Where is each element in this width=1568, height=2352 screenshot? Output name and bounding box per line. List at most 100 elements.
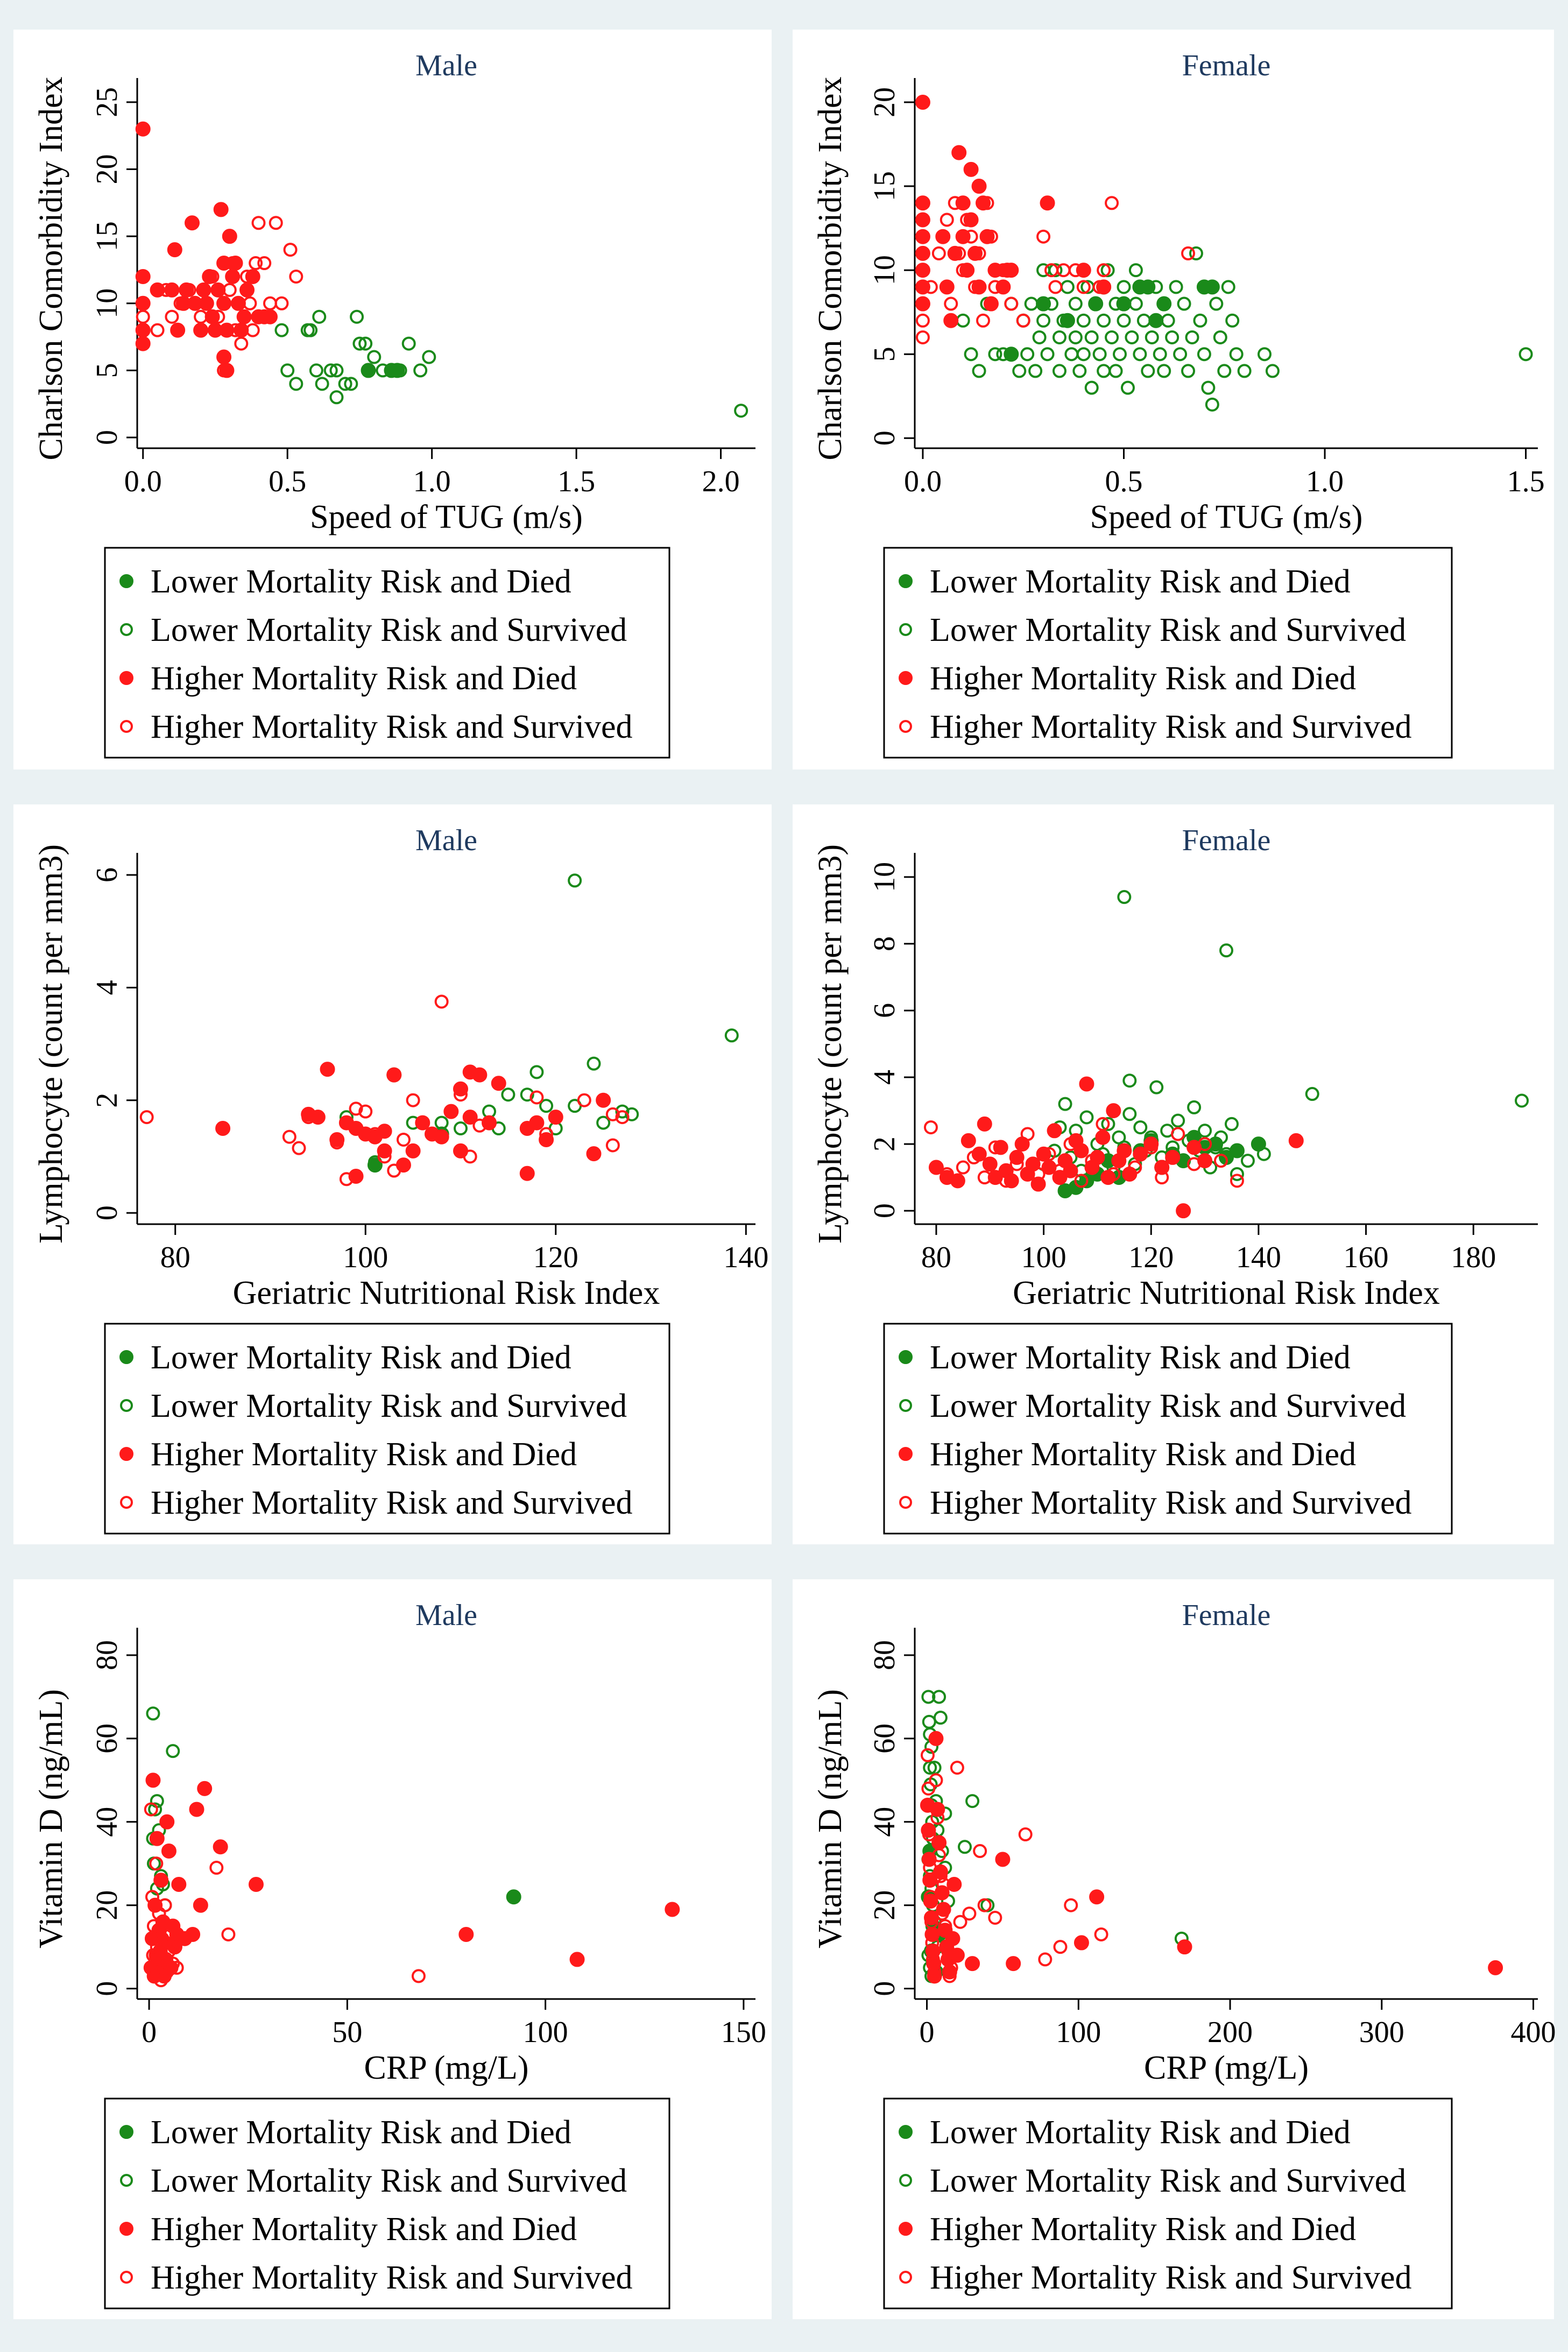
crp_female-data-point [1488, 1960, 1503, 1975]
crp_female-panel: Female 0 100 200 300 400 0 20 40 60 80 CRP (mg/L) Vi… [793, 1579, 1556, 2319]
tug_male-data-point [182, 282, 196, 297]
gnri_female-data-point [1187, 1100, 1202, 1114]
gnri_male-y-tick-label: 6 [90, 867, 124, 882]
crp_male-x-tick-label: 100 [523, 2016, 568, 2049]
crp_male-legend-marker [119, 2222, 133, 2236]
tug_female-data-point [968, 280, 983, 294]
gnri_female-y-tick-label: 8 [868, 936, 901, 951]
tug_female-data-point [963, 161, 979, 177]
tug_male-data-point [358, 336, 373, 351]
tug_male-data-point [135, 121, 151, 137]
crp_male-data-point [145, 1772, 161, 1788]
tug_female-data-point [1197, 347, 1211, 362]
tug_male-data-point [315, 377, 329, 391]
tug_male-data-point [393, 363, 407, 378]
gnri_female-data-point [1198, 1124, 1212, 1138]
gnri_female-data-point [1058, 1097, 1072, 1111]
gnri_male-data-point [320, 1062, 335, 1077]
gnri_female-data-point [1096, 1117, 1110, 1131]
tug_female-x-tick-label: 1.0 [1306, 465, 1344, 498]
crp_female-title: Female [1182, 1599, 1271, 1632]
tug_female-legend-box [883, 547, 1453, 759]
gnri_male-data-point [615, 1110, 630, 1125]
gnri_male-data-point [425, 1127, 439, 1141]
tug_male-data-point [165, 309, 179, 324]
tug_male-legend-label: Lower Mortality Risk and Died [151, 563, 571, 600]
crp_female-data-point [935, 1906, 949, 1921]
gnri_male-legend-label: Lower Mortality Risk and Survived [151, 1388, 627, 1424]
tug_male-data-point [240, 269, 255, 284]
tug_female-data-point [1089, 296, 1103, 311]
gnri_male-y-axis-label: Lymphocyte (count per mm3) [33, 844, 69, 1244]
tug_female-data-point [1076, 313, 1091, 328]
crp_male-data-point [158, 1898, 172, 1912]
crp_female-data-point [1006, 1956, 1021, 1972]
tug_female-y-axis-label: Charlson Comorbidity Index [812, 77, 849, 461]
tug_male-data-point [222, 229, 237, 244]
tug_female-data-point [971, 179, 987, 194]
tug_female-data-point [1225, 313, 1240, 328]
tug_male-series-3 [136, 216, 303, 378]
gnri_female-data-point [923, 1120, 938, 1135]
crp_female-data-point [923, 1861, 937, 1875]
gnri_female-data-point [950, 1173, 965, 1189]
gnri_male-data-point [454, 1087, 468, 1102]
gnri_female-x-tick-label: 140 [1236, 1241, 1281, 1274]
gnri_female-data-point [999, 1174, 1013, 1188]
gnri_male-data-point [292, 1141, 306, 1155]
crp_female-data-point [923, 1890, 938, 1904]
gnri_male-data-point [491, 1076, 506, 1091]
tug_female-data-point [1204, 279, 1220, 295]
tug_female-data-point [1169, 280, 1183, 294]
gnri_female-data-point [1079, 1076, 1094, 1092]
tug_male-data-point [234, 336, 249, 351]
gnri_female-x-tick-label: 100 [1021, 1241, 1066, 1274]
gnri_female-data-point [1063, 1163, 1078, 1178]
tug_female-x-tick-label: 0.5 [1105, 465, 1142, 498]
gnri_female-data-point [1122, 1107, 1137, 1121]
gnri_male-data-point [615, 1104, 630, 1119]
tug_male-data-point [239, 282, 255, 298]
crp_male-data-point [193, 1897, 208, 1913]
tug_female-data-point [1133, 347, 1147, 362]
tug_male-legend-label: Higher Mortality Risk and Survived [151, 709, 632, 745]
gnri_female-data-point [1165, 1149, 1181, 1165]
crp_female-data-point [1094, 1927, 1108, 1941]
gnri_female-data-point [928, 1160, 944, 1175]
tug_female-data-point [1076, 347, 1091, 362]
gnri_female-data-point [1198, 1137, 1212, 1152]
tug_male-data-point [283, 243, 298, 257]
tug_female-data-point [1036, 313, 1051, 328]
gnri_male-data-point [605, 1138, 620, 1153]
tug_male-data-point [205, 269, 220, 284]
tug_female-data-point [915, 263, 930, 278]
crp_male-data-point [248, 1876, 264, 1892]
tug_female-data-point [959, 263, 975, 278]
gnri_female-x-tick-label: 180 [1451, 1241, 1496, 1274]
crp_female-data-point [927, 1968, 942, 1984]
crp_male-data-point [148, 1802, 163, 1817]
crp_male-data-point [213, 1839, 228, 1855]
gnri_female-data-point [1230, 1174, 1244, 1188]
tug_female-data-point [1125, 330, 1139, 344]
tug_female-data-point [976, 313, 991, 328]
gnri_male-legend-marker [119, 1447, 133, 1461]
crp_female-data-point [995, 1852, 1011, 1867]
gnri_female-y-tick-label: 10 [868, 862, 901, 892]
crp_female-data-point [924, 1915, 938, 1929]
crp_male-data-point [665, 1902, 680, 1917]
tug_female-legend: Lower Mortality Risk and Died Lower Morta… [883, 547, 1453, 759]
gnri_female-data-point [1085, 1154, 1099, 1168]
gnri_male-data-point [520, 1087, 534, 1102]
crp_male-x-tick-label: 50 [332, 2016, 362, 2049]
gnri_female-legend: Lower Mortality Risk and Died Lower Morta… [883, 1323, 1453, 1535]
tug_male-data-point [136, 323, 150, 337]
gnri_male-y-tick-label: 0 [90, 1205, 124, 1220]
tug_female-data-point [1113, 347, 1127, 362]
tug_female-data-point [940, 213, 954, 227]
gnri_male-data-point [472, 1118, 487, 1133]
tug_female-data-point [952, 246, 966, 260]
tug_female-data-point [1213, 330, 1227, 344]
tug_male-data-point [225, 256, 240, 271]
crp_male-data-point [166, 1957, 180, 1971]
